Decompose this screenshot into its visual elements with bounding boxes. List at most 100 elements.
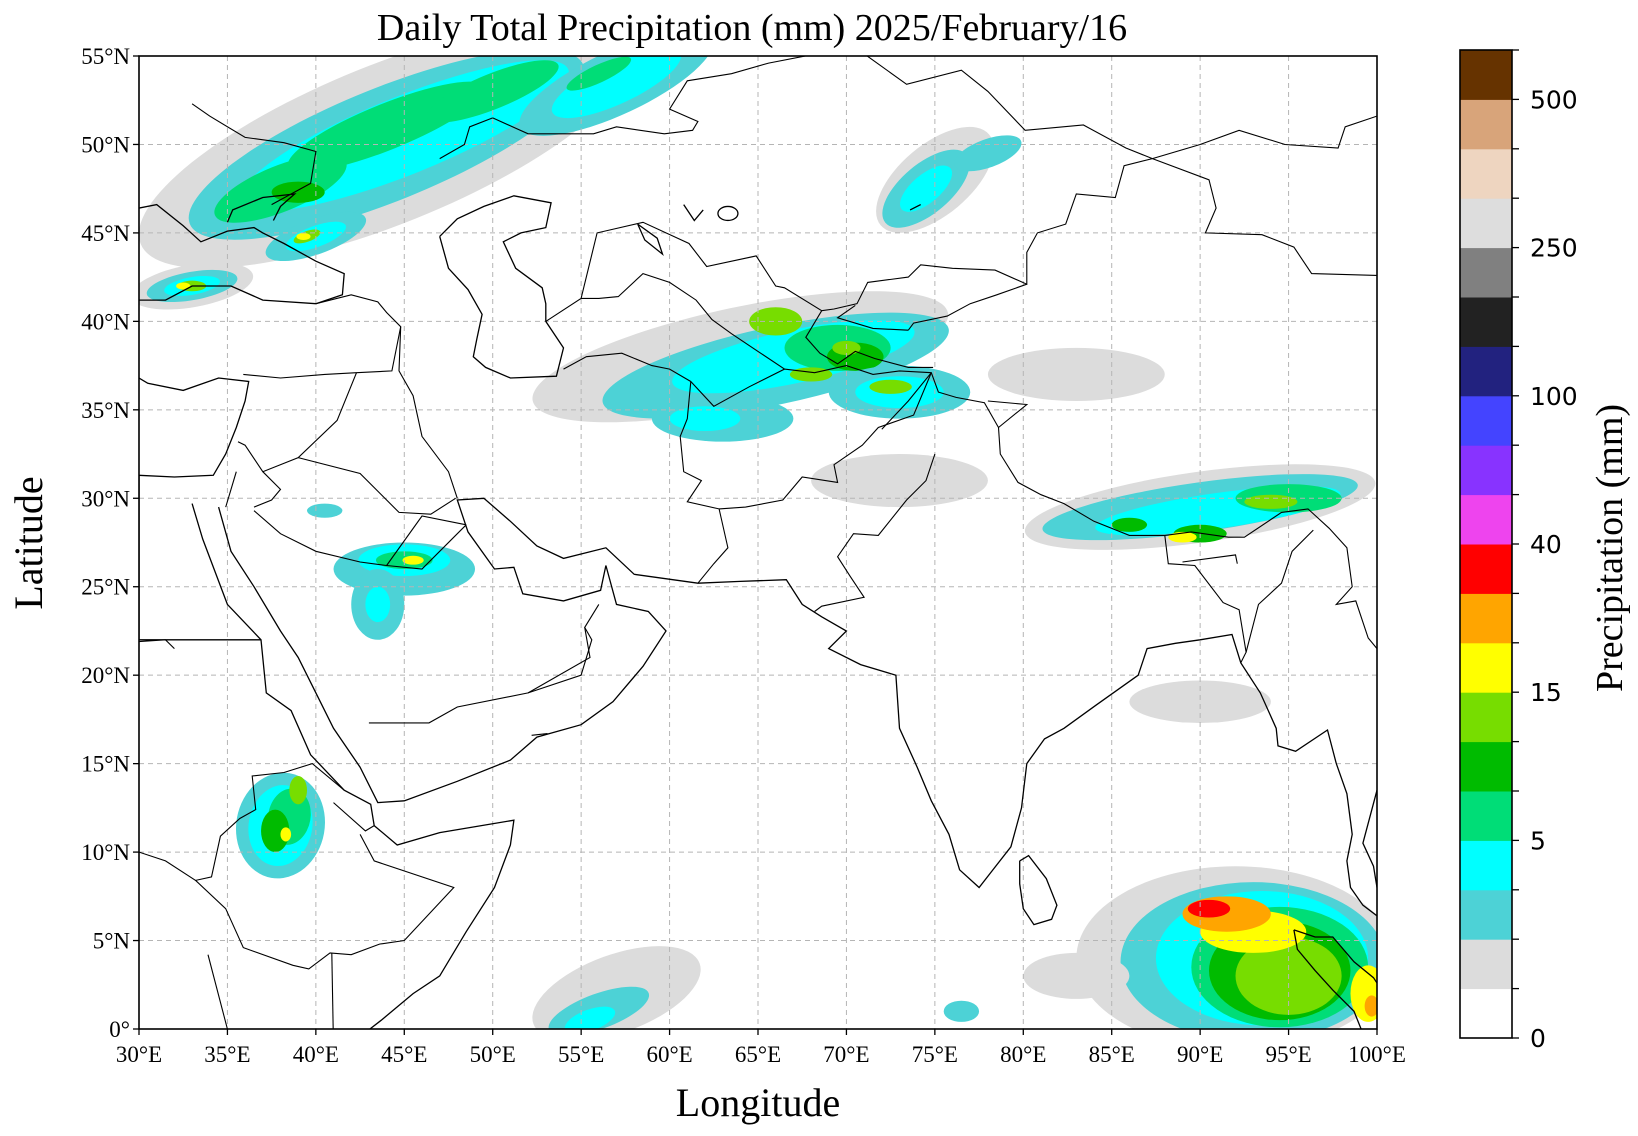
precip-contour	[564, 1006, 616, 1029]
colorbar-swatch	[1460, 593, 1512, 644]
precip-contour	[987, 347, 1165, 401]
precip-contour	[899, 165, 953, 212]
country-border	[368, 604, 600, 724]
x-tick-label: 100°E	[1348, 1042, 1406, 1067]
precip-contour	[811, 454, 988, 508]
chart-title: Daily Total Precipitation (mm) 2025/Febr…	[377, 7, 1127, 49]
country-border	[881, 372, 932, 430]
x-tick-label: 45°E	[381, 1042, 427, 1067]
y-tick-label: 55°N	[81, 44, 130, 69]
colorbar-swatch	[1460, 988, 1512, 1039]
precip-contour	[869, 379, 912, 394]
country-border	[492, 56, 1153, 160]
colorbar-swatch	[1460, 791, 1512, 841]
x-tick-label: 35°E	[204, 1042, 250, 1067]
colorbar-swatch	[1460, 247, 1512, 298]
country-border	[207, 954, 228, 1029]
colorbar-tick-label: 5	[1530, 826, 1546, 855]
y-tick-label: 30°N	[81, 486, 130, 511]
colorbar-swatch	[1460, 395, 1512, 446]
colorbar: 0 5 15 40 100 250 500	[1459, 49, 1578, 1053]
coastline	[637, 223, 664, 256]
coastline	[139, 377, 250, 478]
colorbar-swatch	[1460, 692, 1512, 743]
precip-contour	[307, 503, 343, 518]
country-border	[907, 283, 1027, 331]
colorbar-tick-label: 0	[1530, 1024, 1546, 1053]
y-tick-label: 45°N	[81, 221, 130, 246]
colorbar-swatch	[1460, 50, 1512, 100]
colorbar-label: Precipitation (mm)	[1589, 404, 1631, 692]
country-border	[814, 453, 936, 612]
x-tick-label: 85°E	[1089, 1042, 1135, 1067]
precip-contour	[669, 406, 741, 432]
x-tick-label: 30°E	[116, 1042, 162, 1067]
x-tick-label: 80°E	[1000, 1042, 1046, 1067]
x-tick-label: 50°E	[470, 1042, 516, 1067]
colorbar-tick-label: 100	[1530, 382, 1578, 411]
x-tick-label: 70°E	[823, 1042, 869, 1067]
colorbar-swatch	[1460, 642, 1512, 693]
country-border	[679, 381, 729, 584]
country-border	[545, 272, 785, 370]
colorbar-tick-label: 250	[1530, 234, 1578, 263]
y-tick-label: 20°N	[81, 663, 130, 688]
colorbar-swatch	[1460, 544, 1512, 594]
coastlines-and-borders	[139, 56, 1377, 1029]
colorbar-tick-label: 15	[1530, 678, 1562, 707]
x-tick-label: 55°E	[558, 1042, 604, 1067]
colorbar-swatch	[1460, 494, 1512, 545]
precip-contour	[1187, 899, 1231, 918]
country-border	[139, 851, 196, 881]
country-border	[191, 103, 317, 206]
coastline	[226, 193, 297, 223]
precip-contour	[943, 1000, 980, 1022]
country-border	[253, 471, 282, 508]
country-border	[531, 733, 548, 736]
y-axis-label: Latitude	[6, 476, 51, 609]
y-tick-label: 10°N	[81, 840, 130, 865]
coastline	[439, 195, 565, 379]
country-border	[298, 457, 456, 515]
country-border	[836, 304, 909, 331]
coastline	[1293, 929, 1377, 984]
country-border	[563, 352, 692, 382]
country-border	[690, 365, 1377, 649]
country-border	[987, 400, 1029, 428]
precip-contour	[789, 367, 833, 382]
x-tick-label: 75°E	[912, 1042, 958, 1067]
precip-contour	[280, 827, 292, 842]
colorbar-swatch	[1460, 741, 1512, 792]
colorbar-swatch	[1460, 148, 1512, 199]
x-tick-label: 95°E	[1265, 1042, 1311, 1067]
colorbar-swatch	[1460, 445, 1512, 496]
coastline	[1362, 790, 1377, 888]
colorbar-swatch	[1460, 346, 1512, 397]
country-border	[386, 515, 467, 566]
colorbar-swatch	[1460, 939, 1512, 990]
precip-contour	[296, 232, 311, 240]
lat-lon-gridlines	[139, 56, 1377, 1029]
x-axis-label: Longitude	[676, 1080, 840, 1125]
x-axis-ticks: 30°E 35°E 40°E 45°E 50°E 55°E 60°E 65°E 70°E 75°E…	[116, 1029, 1406, 1067]
precip-contour	[1023, 952, 1130, 999]
precip-contour	[1129, 680, 1271, 723]
x-tick-label: 90°E	[1177, 1042, 1223, 1067]
colorbar-swatch	[1460, 889, 1512, 940]
x-tick-label: 60°E	[646, 1042, 692, 1067]
country-border	[237, 372, 358, 473]
country-border	[333, 802, 375, 832]
precip-contour	[176, 282, 191, 290]
country-border	[1152, 115, 1377, 160]
country-border	[805, 310, 934, 368]
country-border	[398, 326, 458, 499]
precip-contour	[365, 586, 391, 623]
precip-contour	[1244, 494, 1298, 509]
lake-outline	[717, 205, 739, 222]
y-tick-label: 5°N	[93, 929, 131, 954]
country-border	[439, 117, 493, 160]
country-border	[580, 158, 1153, 312]
precip-contour	[749, 307, 803, 336]
x-tick-label: 40°E	[293, 1042, 339, 1067]
